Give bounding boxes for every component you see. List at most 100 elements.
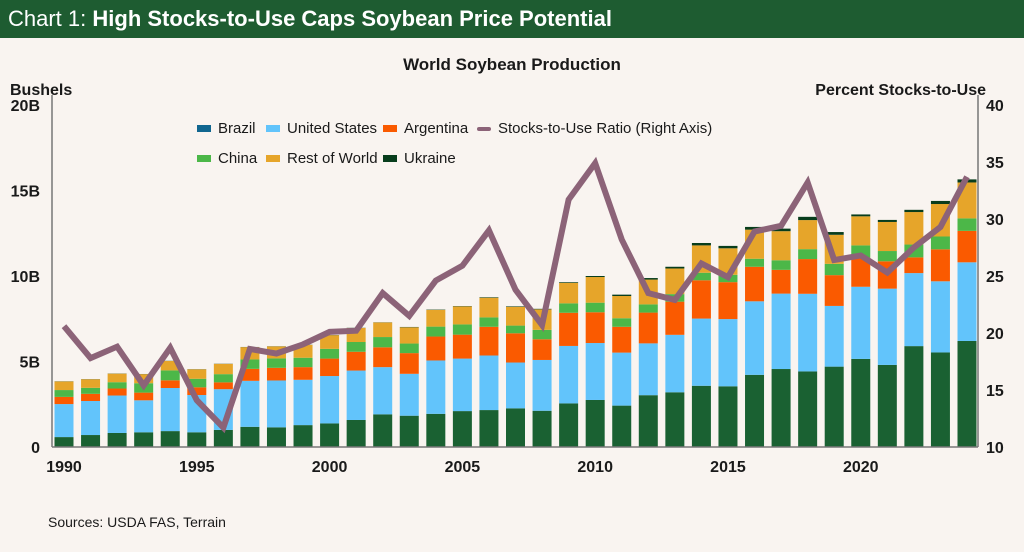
- x-tick-label: 2010: [577, 459, 613, 476]
- legend-swatch: [197, 125, 211, 132]
- bar-rest-of-world-2013: [665, 268, 685, 295]
- bar-united-states-2020: [851, 286, 871, 359]
- bar-rest-of-world-1990: [54, 381, 74, 391]
- bar-brazil-2001: [346, 419, 366, 447]
- bar-united-states-2007: [506, 362, 525, 409]
- legend-item: China: [197, 150, 257, 167]
- bar-brazil-2021: [877, 364, 897, 447]
- y2-tick-label: 25: [986, 269, 1004, 286]
- bar-china-2004: [426, 326, 446, 337]
- bar-rest-of-world-2018: [798, 220, 818, 250]
- bar-brazil-2009: [559, 403, 579, 447]
- x-tick-label: 2015: [710, 459, 746, 476]
- bar-brazil-2019: [824, 366, 844, 447]
- bar-united-states-2008: [532, 359, 552, 411]
- bar-brazil-2020: [851, 358, 871, 447]
- bar-ukraine-2009: [559, 282, 579, 283]
- bar-united-states-2023: [930, 281, 950, 353]
- bar-china-2017: [771, 260, 791, 270]
- bar-united-states-1994: [160, 388, 180, 432]
- bar-china-1990: [54, 390, 74, 397]
- bar-argentina-1993: [134, 392, 154, 401]
- legend-swatch: [197, 155, 211, 162]
- source-note: Sources: USDA FAS, Terrain: [48, 514, 226, 530]
- bar-rest-of-world-1992: [107, 373, 127, 383]
- bar-rest-of-world-2002: [373, 322, 393, 338]
- bar-ukraine-2021: [877, 219, 897, 222]
- bar-brazil-1993: [134, 432, 154, 447]
- y2-tick-label: 40: [986, 98, 1004, 115]
- bar-brazil-2023: [930, 352, 950, 447]
- bar-argentina-2003: [399, 353, 419, 374]
- bar-brazil-2016: [745, 374, 765, 447]
- bar-brazil-2004: [426, 413, 446, 447]
- bar-china-2008: [532, 329, 552, 340]
- bar-brazil-2005: [452, 411, 472, 447]
- y-tick-label: 10B: [11, 269, 40, 286]
- bar-united-states-2015: [718, 319, 738, 387]
- bar-argentina-2008: [532, 339, 552, 360]
- bar-brazil-1996: [213, 429, 233, 447]
- bar-china-1996: [213, 374, 233, 383]
- legend-item: Rest of World: [266, 150, 378, 167]
- bar-united-states-2014: [691, 318, 711, 386]
- legend-label: Stocks-to-Use Ratio (Right Axis): [498, 120, 713, 137]
- bar-argentina-2017: [771, 269, 791, 294]
- bar-china-2009: [559, 303, 579, 313]
- bar-united-states-1998: [266, 380, 286, 428]
- bar-brazil-2002: [373, 414, 393, 447]
- y-tick-label: 20B: [11, 98, 40, 115]
- bar-china-2016: [745, 258, 765, 267]
- bar-china-2005: [452, 324, 472, 335]
- bar-china-2014: [691, 272, 711, 281]
- y2-tick-label: 10: [986, 440, 1004, 457]
- legend-swatch: [383, 155, 397, 162]
- bar-argentina-1999: [293, 367, 313, 380]
- bar-united-states-2019: [824, 305, 844, 367]
- bar-united-states-1991: [81, 401, 101, 436]
- bar-rest-of-world-2000: [320, 335, 340, 349]
- bar-rest-of-world-2009: [559, 282, 579, 304]
- y2-tick-label: 20: [986, 326, 1004, 343]
- y2-axis-label: Percent Stocks-to-Use: [815, 82, 986, 99]
- bar-argentina-2000: [320, 358, 340, 377]
- bar-rest-of-world-1993: [134, 374, 154, 384]
- bar-ukraine-2006: [479, 297, 499, 298]
- bar-china-1998: [266, 358, 286, 368]
- bar-argentina-2015: [718, 282, 738, 320]
- bar-china-2011: [612, 318, 632, 327]
- bar-argentina-2024: [957, 230, 977, 263]
- bar-united-states-2011: [612, 352, 632, 406]
- bar-china-2019: [824, 263, 844, 276]
- bar-united-states-2004: [426, 360, 446, 414]
- bar-brazil-1991: [81, 435, 101, 447]
- bar-china-2018: [798, 249, 818, 260]
- bar-argentina-2014: [691, 280, 711, 319]
- bar-argentina-2020: [851, 257, 871, 287]
- bar-ukraine-2010: [585, 276, 605, 278]
- bar-ukraine-2013: [665, 266, 685, 269]
- bar-ukraine-2015: [718, 245, 738, 249]
- bar-argentina-1990: [54, 396, 74, 405]
- bar-united-states-2010: [585, 343, 605, 400]
- bar-rest-of-world-2004: [426, 309, 446, 327]
- bar-brazil-2007: [506, 408, 525, 447]
- bar-rest-of-world-1994: [160, 360, 180, 371]
- x-tick-label: 2005: [445, 459, 481, 476]
- bar-united-states-2001: [346, 370, 366, 420]
- bar-brazil-1995: [187, 432, 207, 447]
- y-tick-label: 15B: [11, 184, 40, 201]
- y-tick-label: 5B: [20, 355, 40, 372]
- bar-united-states-1993: [134, 400, 154, 433]
- y2-tick-label: 15: [986, 383, 1004, 400]
- bar-brazil-2003: [399, 415, 419, 447]
- header-title: High Stocks-to-Use Caps Soybean Price Po…: [92, 6, 612, 31]
- bar-china-2023: [930, 236, 950, 250]
- bar-argentina-1996: [213, 382, 233, 390]
- bar-argentina-2005: [452, 334, 472, 359]
- bar-argentina-2018: [798, 259, 818, 294]
- bar-brazil-2010: [585, 399, 605, 447]
- bar-ukraine-2017: [771, 228, 791, 232]
- chart-title: World Soybean Production: [403, 55, 621, 74]
- bar-united-states-2016: [745, 301, 765, 375]
